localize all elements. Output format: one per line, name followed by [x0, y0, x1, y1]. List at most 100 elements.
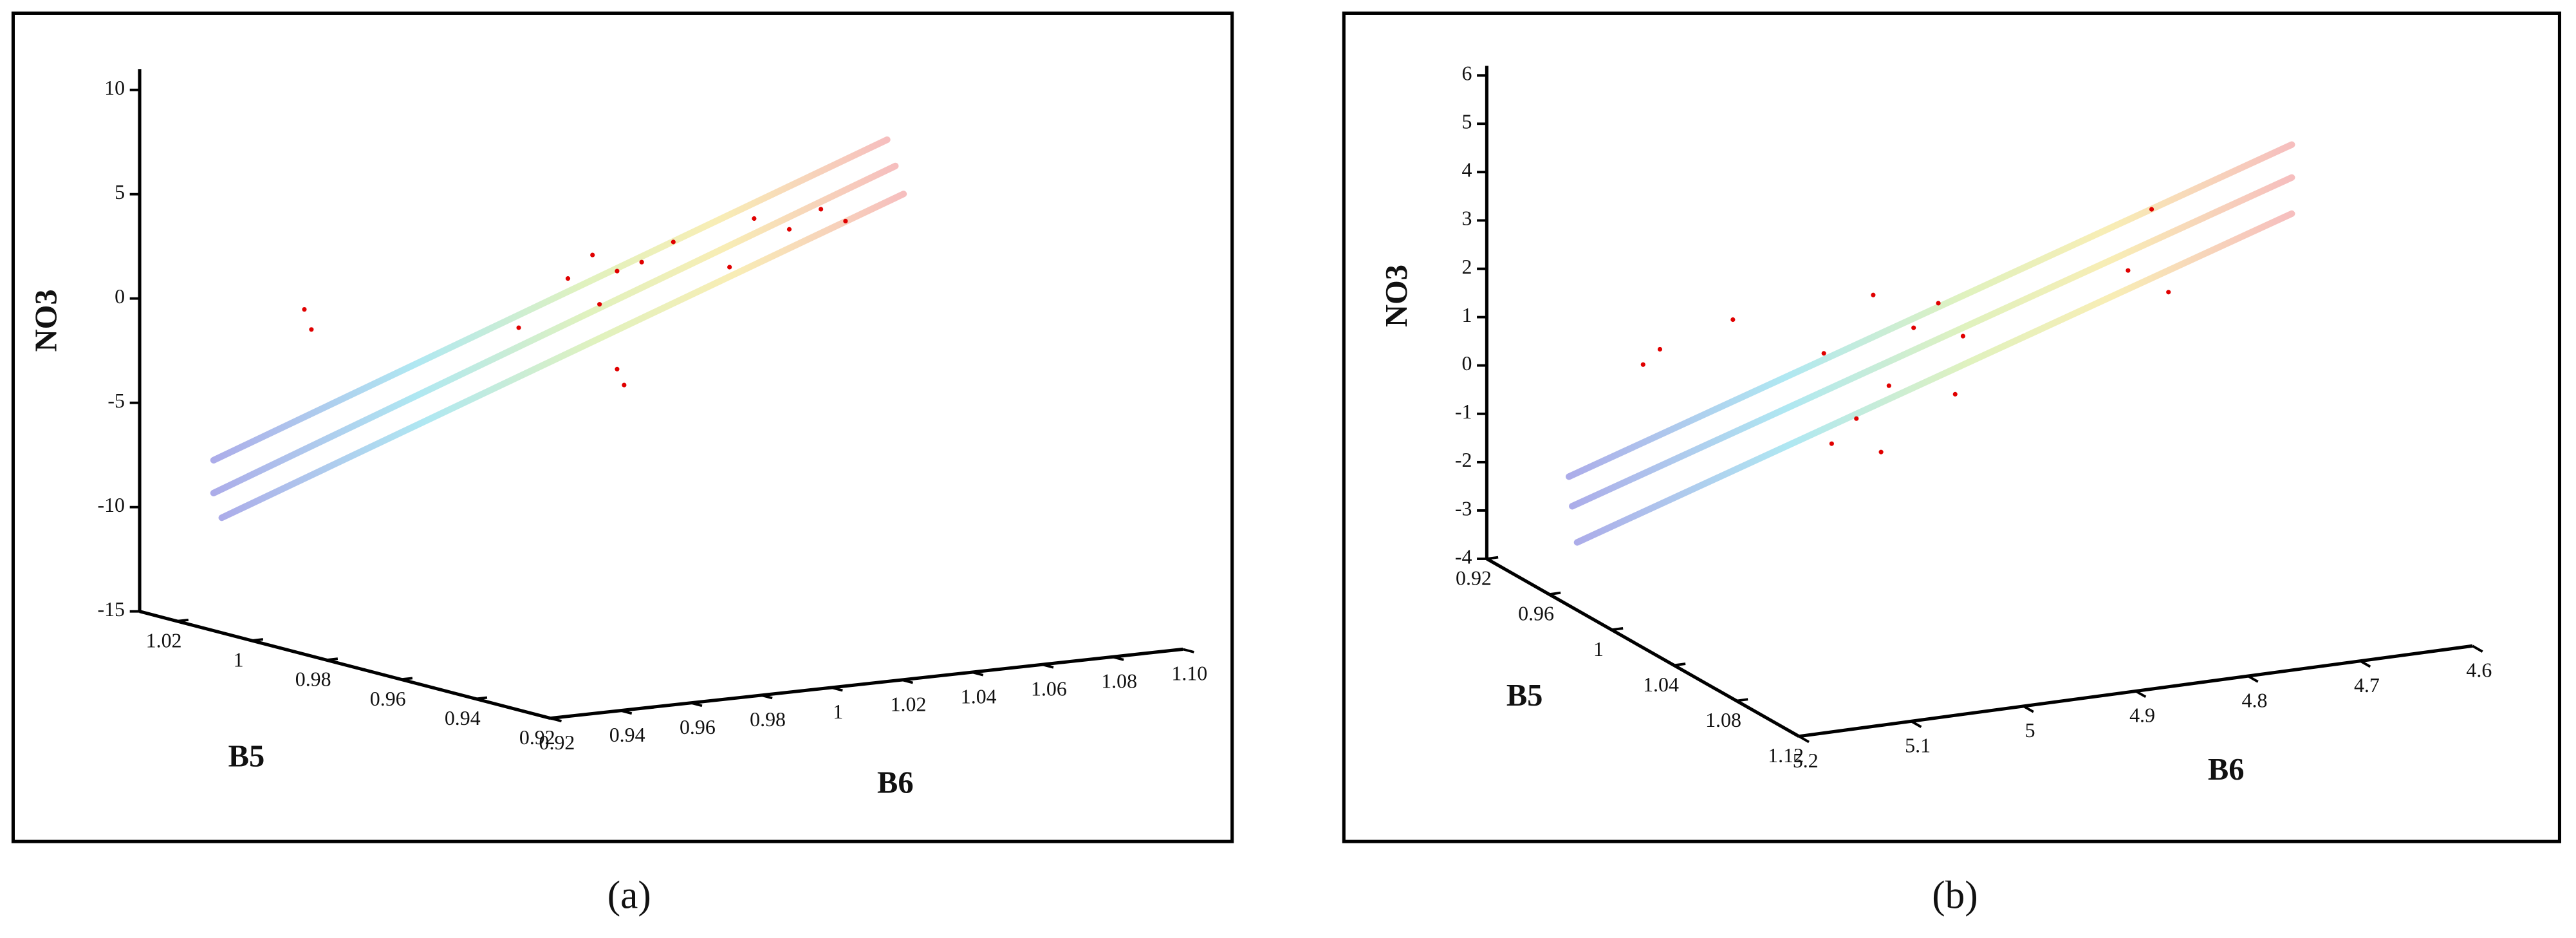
x-tick-label: 1 [833, 700, 843, 723]
y-tick [1611, 627, 1624, 632]
x-tick [901, 679, 914, 684]
y-tick-label: 1.12 [1768, 744, 1804, 767]
x-tick-label: 5.2 [1793, 749, 1819, 772]
point [1936, 301, 1941, 306]
x-tick [2472, 644, 2483, 653]
point [565, 276, 571, 281]
x-tick-label: 1.02 [891, 693, 927, 715]
x-tick-label: 1.08 [1101, 670, 1137, 693]
x-tick [2135, 689, 2147, 699]
x-tick [761, 694, 773, 700]
point [1854, 416, 1859, 421]
point [843, 218, 848, 224]
axis-line [139, 610, 551, 720]
y-tick-label: 0.92 [519, 726, 555, 749]
caption: (b) [1932, 874, 1978, 917]
y-tick [1736, 698, 1748, 702]
y-tick-label: 0.94 [445, 707, 481, 729]
z-tick-label: 0 [1461, 352, 1472, 375]
point [1730, 317, 1736, 323]
y-axis-title: B5 [228, 740, 265, 774]
point [671, 239, 676, 245]
x-tick-label: 1.10 [1171, 662, 1207, 685]
z-tick-label: -15 [97, 598, 125, 621]
x-tick [690, 701, 703, 708]
x-tick [831, 686, 843, 692]
z-axis-title: NO3 [30, 289, 64, 352]
y-tick-label: 1 [234, 648, 244, 671]
point [622, 382, 627, 388]
x-tick-label: 0.92 [539, 731, 575, 754]
point [597, 302, 602, 307]
z-tick-label: 3 [1461, 207, 1472, 230]
y-tick [1487, 556, 1499, 560]
point [1640, 362, 1645, 367]
y-tick-label: 1.02 [146, 629, 182, 652]
x-tick-label: 5 [2025, 719, 2035, 742]
point [1657, 346, 1663, 352]
x-tick [972, 671, 984, 677]
y-tick [176, 618, 189, 623]
fit-surfaces [210, 136, 2295, 546]
x-tick [2359, 660, 2371, 668]
point [639, 259, 644, 265]
point [727, 265, 732, 270]
axis-line [1486, 557, 1800, 738]
z-axis-title: NO3 [1380, 265, 1414, 327]
y-tick-label: 0.96 [1518, 603, 1554, 625]
point [1911, 325, 1916, 330]
z-tick-label: -4 [1455, 545, 1472, 568]
y-tick-label: 1.04 [1643, 673, 1679, 696]
x-tick-label: 1.04 [961, 685, 997, 708]
z-tick-label: 5 [1461, 111, 1472, 133]
y-tick [475, 696, 488, 700]
point [1960, 333, 1966, 339]
y-tick-label: 0.92 [1456, 567, 1492, 590]
x-tick [2247, 675, 2259, 683]
y-tick [251, 638, 264, 642]
surface [218, 191, 907, 521]
x-tick-label: 0.94 [609, 724, 645, 746]
x-tick-label: 0.96 [680, 716, 716, 738]
x-tick [1042, 663, 1054, 669]
x-tick-label: 1.06 [1031, 677, 1067, 700]
y-tick [1799, 733, 1811, 738]
surface [1565, 141, 2295, 480]
z-tick-label: 4 [1461, 159, 1472, 182]
point [1952, 391, 1958, 397]
y-axis-title: B5 [1506, 679, 1543, 713]
point [1829, 441, 1834, 446]
point [615, 366, 620, 371]
z-tick-label: -5 [107, 389, 125, 412]
z-tick-label: 0 [115, 285, 125, 308]
axis-line [550, 647, 1183, 720]
point [752, 216, 757, 221]
point [309, 327, 314, 332]
point [1821, 351, 1826, 356]
point [2166, 290, 2171, 295]
y-tick-label: 0.98 [295, 668, 331, 691]
z-tick-label: -1 [1455, 400, 1472, 423]
x-tick [1910, 720, 1922, 728]
point [2149, 207, 2154, 212]
panel-frame [11, 11, 1234, 843]
panel-frame [1342, 11, 2562, 843]
surface [1569, 174, 2295, 510]
x-tick [2023, 705, 2034, 713]
y-tick-label: 1 [1593, 638, 1604, 661]
point [516, 325, 521, 330]
point [1886, 383, 1891, 388]
caption: (a) [607, 874, 651, 917]
x-tick-label: 4.7 [2354, 674, 2380, 697]
surface [210, 136, 891, 464]
surface [1573, 210, 2295, 546]
z-tick-label: -2 [1455, 449, 1472, 471]
y-tick [326, 657, 338, 662]
point [1878, 449, 1884, 455]
y-tick [1549, 591, 1561, 596]
point [786, 227, 792, 232]
x-tick-label: 4.8 [2242, 689, 2268, 711]
point [590, 252, 595, 258]
